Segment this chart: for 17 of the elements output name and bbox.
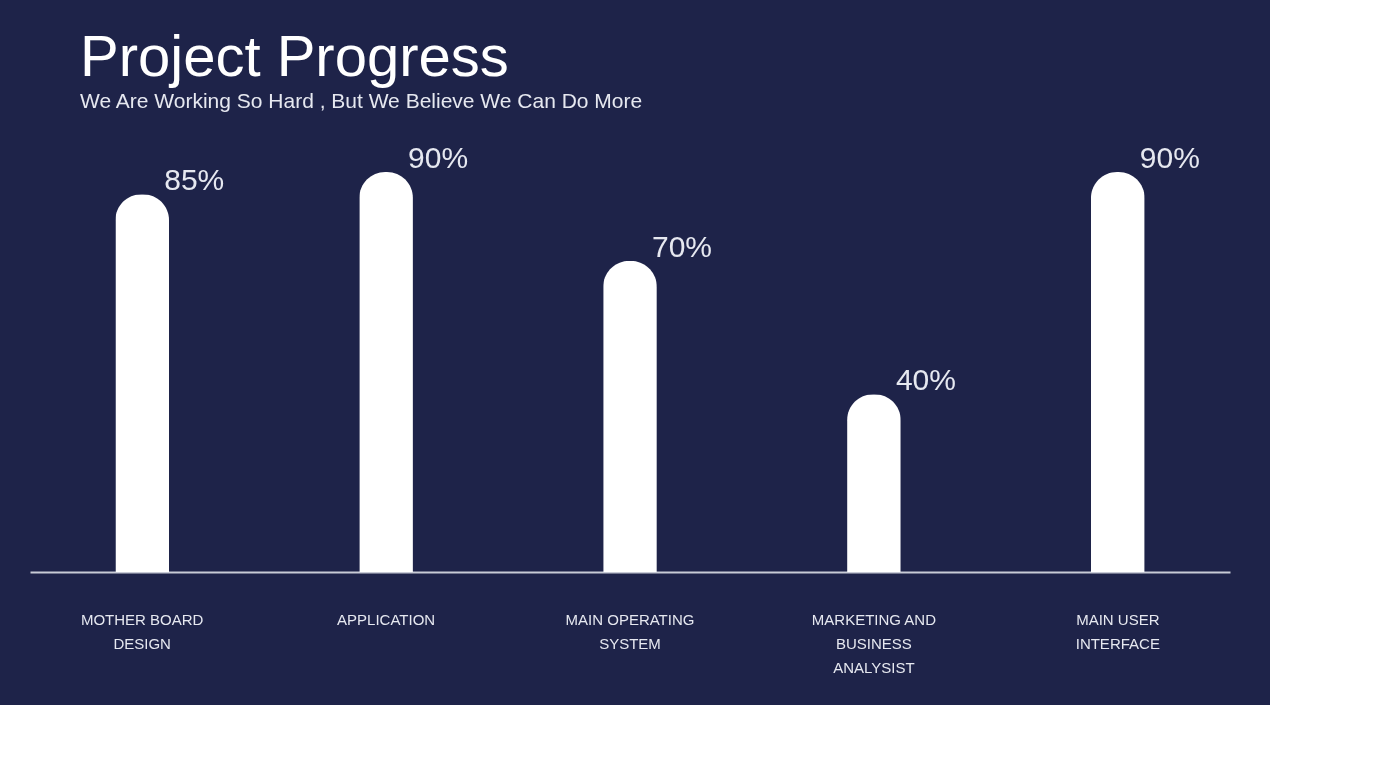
- data-label: 90%: [1139, 141, 1200, 174]
- data-label: 40%: [895, 363, 956, 397]
- x-tick-label: MAIN USER INTERFACE: [1075, 610, 1160, 652]
- bar: [603, 260, 657, 572]
- x-tick-label: APPLICATION: [337, 610, 436, 628]
- bar: [1090, 172, 1145, 572]
- x-tick-label: MOTHER BOARD DESIGN: [80, 610, 204, 652]
- bar: [359, 172, 413, 572]
- bar: [847, 394, 901, 572]
- data-label: 70%: [652, 229, 713, 263]
- chart-title: Project Progress: [80, 23, 509, 88]
- x-tick-label: MAIN OPERATING SYSTEM: [565, 610, 695, 652]
- chart-subtitle: We Are Working So Hard , But We Believe We Can Do More: [80, 89, 643, 112]
- bar: [115, 194, 170, 572]
- x-tick-label: MARKETING AND BUSINESS ANALYSIST: [811, 610, 937, 676]
- data-label: 85%: [164, 163, 225, 197]
- data-label: 90%: [408, 141, 469, 174]
